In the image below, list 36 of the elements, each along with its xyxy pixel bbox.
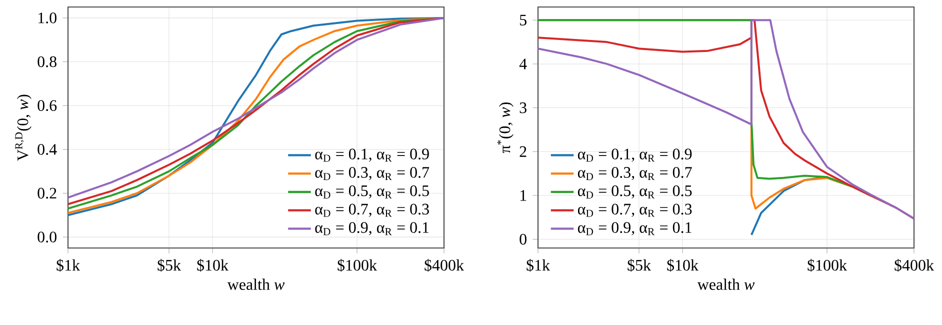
y-tick-label: 0.8 xyxy=(38,56,56,68)
y-axis-title: V$^{R,D}$(0, w) xyxy=(15,94,32,161)
legend-label: α$_{D}$ = 0.1, α$_{R}$ = 0.9 xyxy=(315,148,429,162)
x-tick-label: $5k xyxy=(158,258,182,272)
x-tick-label: $5k xyxy=(628,258,652,272)
x-tick-label: $10k xyxy=(197,258,229,272)
y-tick-label: 1.0 xyxy=(38,12,56,24)
y-tick-label: 2 xyxy=(520,146,526,157)
x-tick-label: $400k xyxy=(424,258,464,272)
legend-label: α$_{D}$ = 0.9, α$_{R}$ = 0.1 xyxy=(578,222,692,236)
legend-label: α$_{D}$ = 0.7, α$_{R}$ = 0.3 xyxy=(578,204,692,217)
legend-label: α$_{D}$ = 0.3, α$_{R}$ = 0.7 xyxy=(578,167,692,180)
y-tick-label: 3 xyxy=(520,102,526,114)
legend-label: α$_{D}$ = 0.1, α$_{R}$ = 0.9 xyxy=(578,148,692,162)
y-tick-label: 0.6 xyxy=(38,100,57,112)
x-tick-label: $1k xyxy=(526,258,550,272)
x-tick-label: $1k xyxy=(56,258,80,272)
y-tick-label: 0.2 xyxy=(38,188,56,199)
y-tick-label: 1 xyxy=(520,190,526,201)
x-tick-label: $400k xyxy=(894,258,934,272)
y-tick-label: 0.4 xyxy=(38,144,57,155)
legend-label: α$_{D}$ = 0.5, α$_{R}$ = 0.5 xyxy=(315,185,429,198)
legend-label: α$_{D}$ = 0.5, α$_{R}$ = 0.5 xyxy=(578,185,692,198)
legend-label: α$_{D}$ = 0.7, α$_{R}$ = 0.3 xyxy=(315,204,429,217)
x-axis-title: wealth w xyxy=(227,278,285,290)
y-axis-title: π$^{*}$(0, w) xyxy=(497,102,514,153)
y-tick-label: 5 xyxy=(520,14,526,26)
x-tick-label: $100k xyxy=(338,258,378,272)
y-tick-label: 0 xyxy=(520,234,526,245)
legend-label: α$_{D}$ = 0.9, α$_{R}$ = 0.1 xyxy=(315,222,429,236)
y-tick-label: 4 xyxy=(519,58,527,70)
x-axis-title: wealth w xyxy=(697,278,755,290)
y-tick-label: 0.0 xyxy=(38,232,56,242)
x-tick-label: $100k xyxy=(808,258,848,272)
legend-label: α$_{D}$ = 0.3, α$_{R}$ = 0.7 xyxy=(315,167,430,180)
x-tick-label: $10k xyxy=(667,258,699,272)
